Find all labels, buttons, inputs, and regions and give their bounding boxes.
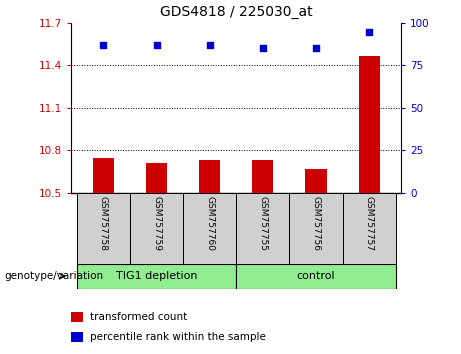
Text: transformed count: transformed count: [89, 312, 187, 322]
Point: [206, 42, 213, 48]
Point: [153, 42, 160, 48]
Text: TIG1 depletion: TIG1 depletion: [116, 271, 197, 281]
Text: GSM757757: GSM757757: [365, 196, 374, 251]
Title: GDS4818 / 225030_at: GDS4818 / 225030_at: [160, 5, 313, 19]
Bar: [130, 193, 183, 264]
Bar: [146, 163, 167, 193]
Point: [259, 46, 266, 51]
Bar: [305, 169, 327, 193]
Bar: [71, 332, 83, 342]
Bar: [71, 312, 83, 322]
Text: GSM757758: GSM757758: [99, 196, 108, 251]
Bar: [252, 160, 273, 193]
Bar: [236, 264, 396, 289]
Bar: [93, 158, 114, 193]
Bar: [290, 193, 343, 264]
Text: GSM757760: GSM757760: [205, 196, 214, 251]
Bar: [236, 193, 290, 264]
Bar: [183, 193, 236, 264]
Text: GSM757759: GSM757759: [152, 196, 161, 251]
Point: [100, 42, 107, 48]
Point: [312, 46, 319, 51]
Text: control: control: [297, 271, 335, 281]
Bar: [359, 56, 380, 193]
Bar: [77, 264, 236, 289]
Text: genotype/variation: genotype/variation: [5, 271, 104, 281]
Point: [366, 29, 373, 34]
Bar: [343, 193, 396, 264]
Text: GSM757756: GSM757756: [312, 196, 320, 251]
Bar: [77, 193, 130, 264]
Bar: [199, 160, 220, 193]
Text: GSM757755: GSM757755: [258, 196, 267, 251]
Text: percentile rank within the sample: percentile rank within the sample: [89, 332, 266, 342]
